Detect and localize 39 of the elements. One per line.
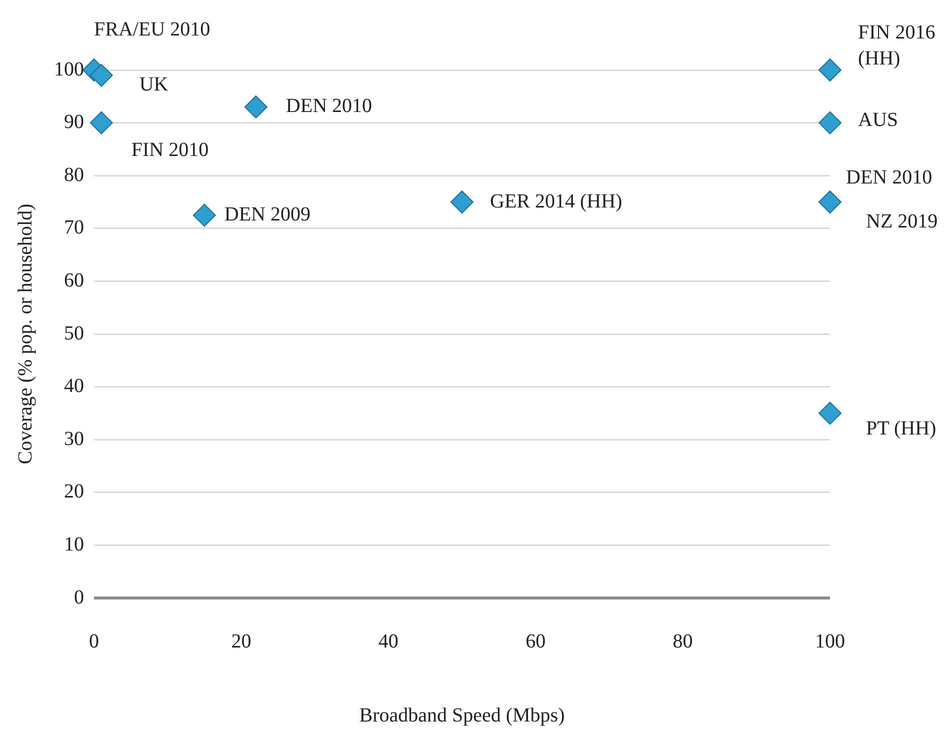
y-tick-label: 70 xyxy=(64,216,84,239)
annotation: GER 2014 (HH) xyxy=(490,190,622,212)
annotation: PT (HH) xyxy=(866,417,936,440)
annotation: DEN 2010 xyxy=(286,95,372,118)
y-tick-label: 80 xyxy=(64,164,84,186)
y-axis-title: Coverage (% pop. or household) xyxy=(14,204,36,464)
annotation: FIN 2010 xyxy=(131,139,209,162)
y-tick-label: 100 xyxy=(54,58,84,80)
x-tick-label: 20 xyxy=(231,630,252,652)
y-tick-label: 30 xyxy=(64,428,84,450)
y-tick-label: 10 xyxy=(64,533,84,556)
point xyxy=(818,58,842,82)
point xyxy=(818,402,842,425)
point xyxy=(244,95,268,118)
point xyxy=(818,111,842,134)
y-tick-label: 90 xyxy=(64,111,84,134)
y-tick-label: 20 xyxy=(64,480,84,503)
x-tick-label: 60 xyxy=(526,630,546,652)
y-tick-label: 40 xyxy=(64,375,84,398)
point xyxy=(192,204,216,227)
x-tick-label: 0 xyxy=(89,630,99,652)
y-tick-label: 60 xyxy=(64,269,84,292)
y-tick-label: 0 xyxy=(74,586,84,608)
annotation: DEN 2009 xyxy=(224,203,311,226)
point xyxy=(90,64,113,87)
x-tick-label: 100 xyxy=(815,630,845,652)
point xyxy=(818,190,842,214)
annotation: FRA/EU 2010 xyxy=(94,18,210,40)
annotation: AUS xyxy=(858,109,898,132)
y-tick-label: 50 xyxy=(64,322,84,344)
annotation: FIN 2016 (HH) xyxy=(858,21,936,70)
x-tick-label: 40 xyxy=(378,630,398,652)
annotation: DEN 2010 xyxy=(846,166,932,188)
annotation: UK xyxy=(139,74,169,96)
x-axis-title: Broadband Speed (Mbps) xyxy=(359,704,565,726)
point xyxy=(450,190,474,214)
annotation: NZ 2019 xyxy=(866,210,938,232)
point xyxy=(90,111,113,134)
x-tick-label: 80 xyxy=(672,630,693,652)
